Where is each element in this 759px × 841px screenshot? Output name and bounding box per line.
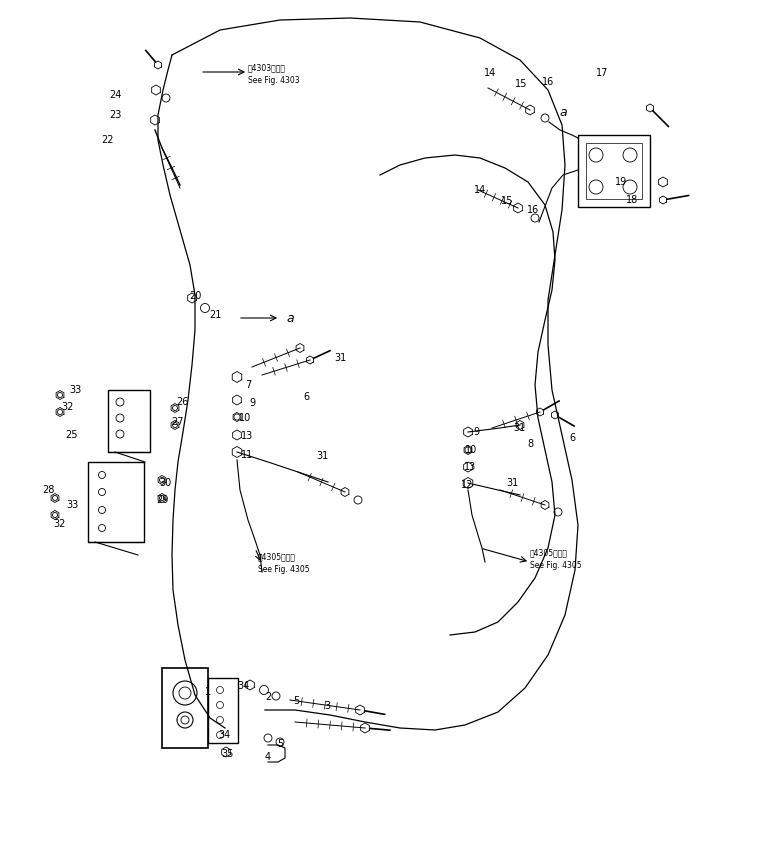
Text: 26: 26: [176, 397, 188, 407]
Text: 18: 18: [626, 195, 638, 205]
Text: 29: 29: [156, 495, 168, 505]
Text: 7: 7: [245, 380, 251, 390]
Text: 9: 9: [249, 398, 255, 408]
Text: 35: 35: [222, 749, 235, 759]
Bar: [108, 390, 150, 452]
Text: 16: 16: [542, 77, 554, 87]
Text: 25: 25: [66, 430, 78, 440]
Text: 笥4303図参照: 笥4303図参照: [248, 64, 286, 72]
Text: 28: 28: [42, 485, 54, 495]
Text: 16: 16: [527, 205, 539, 215]
Text: 12: 12: [461, 480, 473, 490]
Text: 5: 5: [277, 739, 283, 749]
Text: 笥4305図参照: 笥4305図参照: [530, 548, 568, 558]
Text: 6: 6: [569, 433, 575, 443]
Text: a: a: [286, 311, 294, 325]
Text: 6: 6: [303, 392, 309, 402]
Text: 4: 4: [265, 752, 271, 762]
Text: 19: 19: [615, 177, 627, 187]
Text: 27: 27: [172, 417, 184, 427]
Bar: [578, 135, 650, 207]
Text: 9: 9: [473, 427, 479, 437]
Text: 2: 2: [265, 692, 271, 702]
Text: 1: 1: [205, 687, 211, 697]
Text: 13: 13: [464, 462, 476, 472]
Text: 17: 17: [596, 68, 608, 78]
Bar: [586, 143, 642, 199]
Bar: [88, 462, 144, 542]
Text: 14: 14: [474, 185, 486, 195]
Text: a: a: [559, 105, 567, 119]
Text: 11: 11: [241, 450, 253, 460]
Bar: [162, 668, 208, 748]
Text: See Fig. 4303: See Fig. 4303: [248, 76, 300, 84]
Text: 22: 22: [101, 135, 113, 145]
Text: 31: 31: [506, 478, 518, 488]
Text: 32: 32: [61, 402, 73, 412]
Text: 34: 34: [218, 730, 230, 740]
Text: 10: 10: [239, 413, 251, 423]
Text: 20: 20: [189, 291, 201, 301]
Bar: [208, 678, 238, 743]
Text: 33: 33: [66, 500, 78, 510]
Text: 23: 23: [109, 110, 121, 120]
Text: 24: 24: [109, 90, 121, 100]
Text: 30: 30: [159, 478, 171, 488]
Text: 5: 5: [293, 696, 299, 706]
Text: 15: 15: [501, 196, 513, 206]
Text: 笥4305図参照: 笥4305図参照: [258, 553, 296, 562]
Text: 15: 15: [515, 79, 528, 89]
Text: 13: 13: [241, 431, 253, 441]
Text: See Fig. 4305: See Fig. 4305: [530, 560, 581, 569]
Text: 31: 31: [316, 451, 328, 461]
Text: 3: 3: [324, 701, 330, 711]
Text: 21: 21: [209, 310, 221, 320]
Text: 10: 10: [465, 445, 477, 455]
Text: 33: 33: [69, 385, 81, 395]
Text: 8: 8: [527, 439, 533, 449]
Text: 31: 31: [513, 423, 525, 433]
Text: See Fig. 4305: See Fig. 4305: [258, 564, 310, 574]
Text: 32: 32: [54, 519, 66, 529]
Text: 14: 14: [484, 68, 496, 78]
Text: 34: 34: [237, 681, 249, 691]
Text: 31: 31: [334, 353, 346, 363]
